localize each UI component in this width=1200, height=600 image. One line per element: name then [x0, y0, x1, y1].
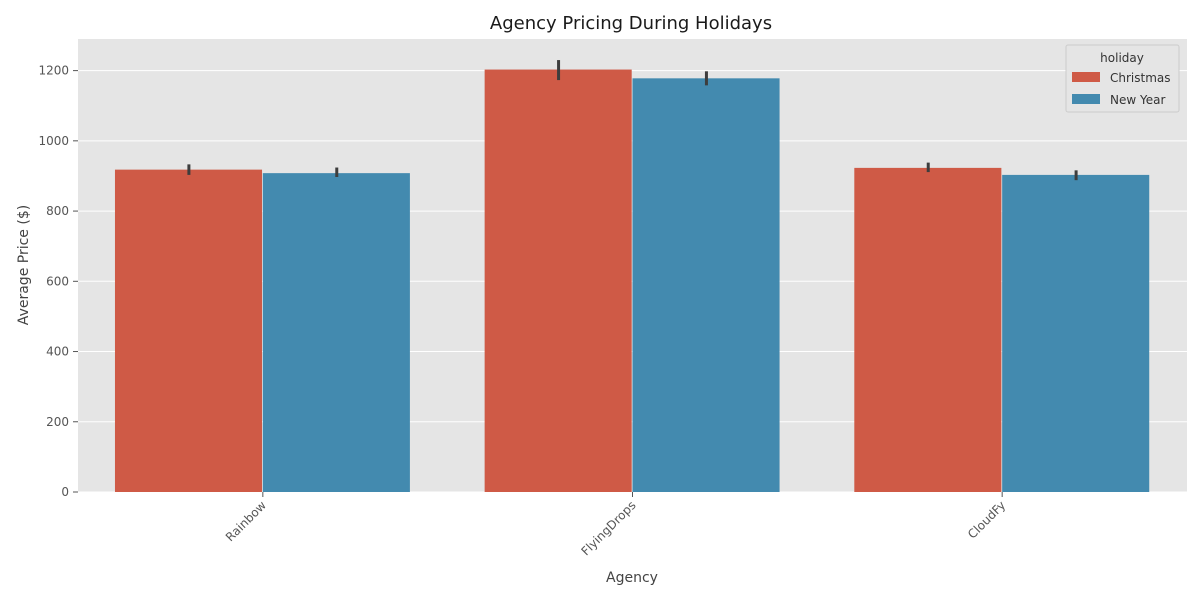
bar-flyingdrops-christmas	[484, 69, 632, 493]
y-tick-label-800: 800	[46, 204, 69, 218]
bar-cloudfy-new-year	[1002, 174, 1150, 492]
x-axis-label: Agency	[606, 570, 658, 586]
y-tick-label-200: 200	[46, 415, 69, 429]
y-axis-label: Average Price ($)	[16, 205, 32, 325]
legend-swatch-new-year	[1072, 94, 1100, 104]
x-tick-label-rainbow: Rainbow	[223, 498, 269, 544]
bar-rainbow-new-year	[262, 173, 410, 493]
chart-title: Agency Pricing During Holidays	[490, 13, 772, 34]
bar-flyingdrops-new-year	[632, 78, 780, 492]
legend-swatch-christmas	[1072, 72, 1100, 82]
legend-label-christmas: Christmas	[1110, 71, 1171, 85]
y-tick-label-0: 0	[61, 485, 69, 499]
bar-rainbow-christmas	[114, 169, 263, 492]
bars	[114, 69, 1150, 493]
legend-title: holiday	[1100, 51, 1144, 65]
x-tick-label-cloudfy: CloudFy	[965, 498, 1008, 541]
error-bars	[187, 60, 1078, 181]
y-tick-label-1200: 1200	[38, 64, 69, 78]
y-tick-label-600: 600	[46, 274, 69, 288]
legend-label-new-year: New Year	[1110, 93, 1165, 107]
bar-cloudfy-christmas	[854, 167, 1002, 492]
legend: holiday Christmas New Year	[1065, 44, 1180, 113]
y-tick-label-400: 400	[46, 345, 69, 359]
x-tick-label-flyingdrops: FlyingDrops	[579, 498, 639, 558]
y-tick-label-1000: 1000	[38, 134, 69, 148]
y-axis-ticks: 0 200 400 600 800 1000 1200	[38, 64, 78, 499]
x-axis-ticks: Rainbow FlyingDrops CloudFy	[223, 492, 1008, 558]
